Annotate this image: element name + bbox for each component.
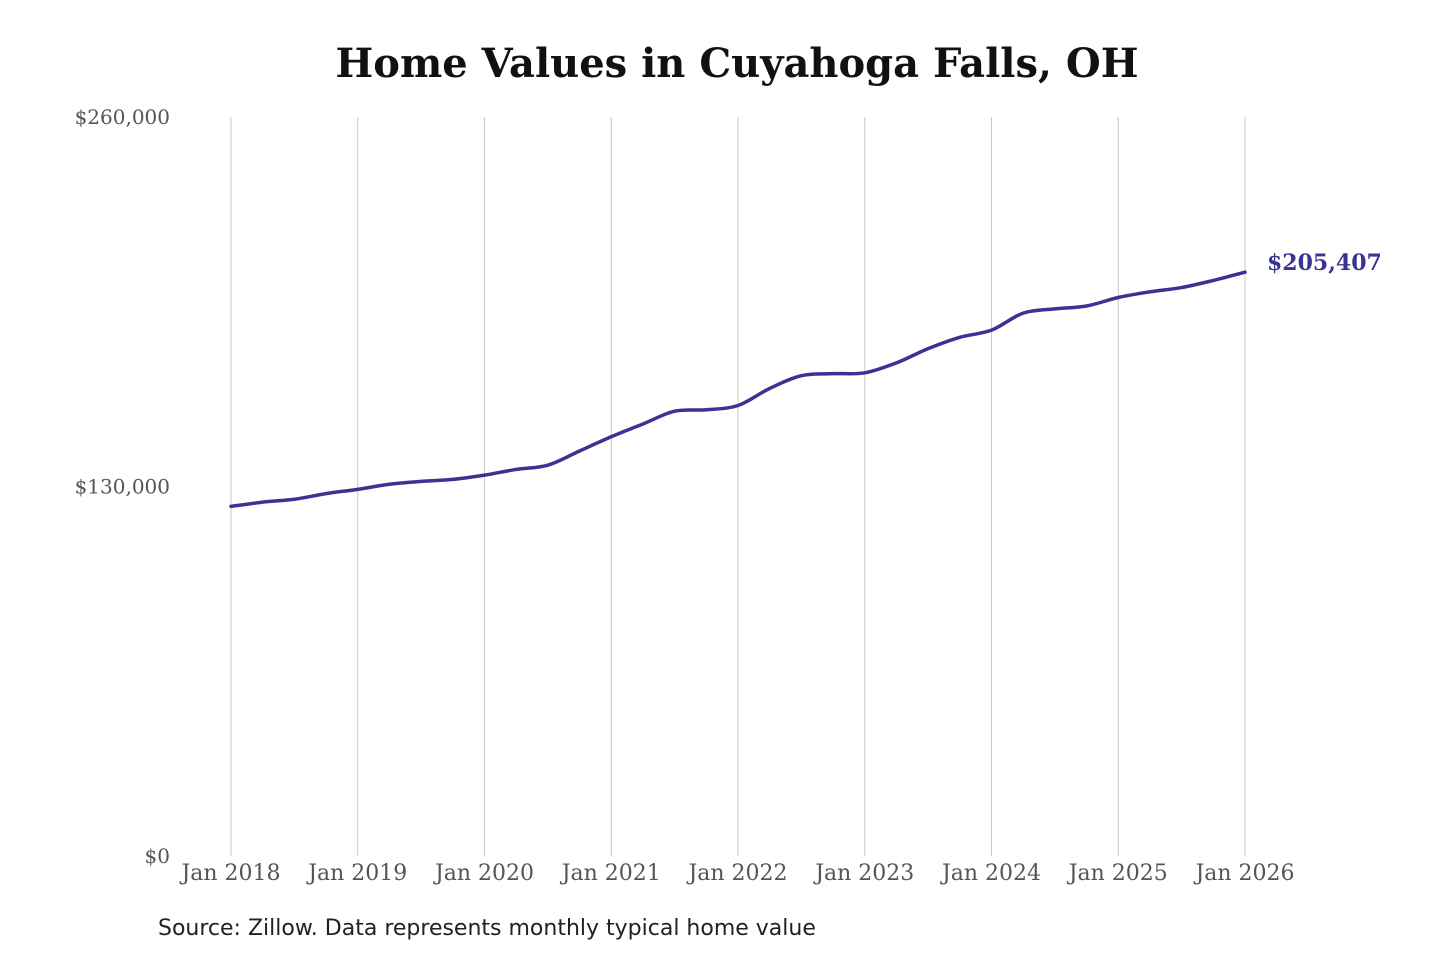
x-axis: Jan 2018 Jan 2019 Jan 2020 Jan 2021 Jan 2022… xyxy=(179,861,1294,886)
x-tick-label: Jan 2026 xyxy=(1193,861,1294,886)
series-line-home-value xyxy=(229,270,1247,509)
x-tick-label: Jan 2021 xyxy=(560,861,661,886)
end-value-label: $205,407 xyxy=(1267,250,1382,276)
gridlines xyxy=(230,117,1246,856)
x-tick-label: Jan 2018 xyxy=(179,861,280,886)
x-tick-label: Jan 2025 xyxy=(1067,861,1168,886)
end-label-layer: $205,407 xyxy=(1267,250,1382,276)
y-tick-label: $0 xyxy=(145,844,170,868)
y-tick-label: $130,000 xyxy=(75,475,170,499)
x-tick-label: Jan 2024 xyxy=(940,861,1041,886)
series-layer xyxy=(229,270,1247,509)
x-tick-label: Jan 2023 xyxy=(813,861,914,886)
x-tick-label: Jan 2022 xyxy=(686,861,787,886)
y-axis: $0 $130,000 $260,000 xyxy=(75,105,170,868)
x-tick-label: Jan 2019 xyxy=(306,861,407,886)
x-tick-label: Jan 2020 xyxy=(433,861,534,886)
source-note: Source: Zillow. Data represents monthly … xyxy=(158,916,816,941)
y-tick-label: $260,000 xyxy=(75,105,170,129)
chart-title: Home Values in Cuyahoga Falls, OH xyxy=(335,40,1139,87)
